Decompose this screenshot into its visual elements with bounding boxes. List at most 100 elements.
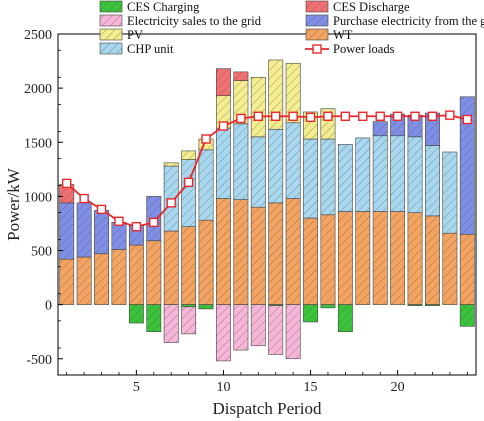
bar-ces-discharge-11 bbox=[233, 71, 249, 81]
y-tick-label: 500 bbox=[31, 245, 52, 260]
bar-hatch bbox=[198, 139, 214, 150]
legend-entry-chp-unit: CHP unit bbox=[99, 42, 174, 56]
legend-label: PV bbox=[127, 28, 143, 42]
power-loads-point-17 bbox=[340, 111, 351, 121]
bar-hatch bbox=[320, 304, 336, 308]
bar-hatch bbox=[164, 304, 179, 343]
power-loads-point-9 bbox=[201, 134, 211, 144]
bar-hatch bbox=[268, 202, 283, 305]
bar-hatch bbox=[164, 231, 179, 305]
bar-hatch bbox=[285, 198, 301, 305]
bar-hatch bbox=[390, 211, 405, 305]
y-tick-label: 0 bbox=[45, 299, 52, 314]
bar-hatch bbox=[373, 211, 388, 305]
bar-chp-unit-10 bbox=[216, 127, 231, 199]
bar-ces-charging-22 bbox=[425, 304, 440, 307]
bar-electricity-sales-to-the-grid-14 bbox=[285, 304, 301, 360]
bar-purchase-electricity-from-the-grid-19 bbox=[372, 121, 388, 137]
bar-chp-unit-12 bbox=[250, 136, 266, 208]
y-tick-label: 2000 bbox=[24, 82, 52, 97]
power-loads-point-21 bbox=[410, 111, 420, 121]
bar-hatch bbox=[268, 129, 283, 203]
bar-chp-unit-17 bbox=[337, 144, 353, 212]
bar-pv-14 bbox=[285, 62, 301, 124]
power-loads-point-4 bbox=[114, 216, 124, 226]
bar-hatch bbox=[233, 71, 249, 81]
bar-hatch bbox=[164, 162, 179, 167]
bar-hatch bbox=[303, 218, 318, 305]
legend-swatch-hatch bbox=[306, 29, 328, 40]
bar-wt-10 bbox=[216, 198, 231, 305]
bar-wt-13 bbox=[268, 202, 284, 305]
legend-label: Power loads bbox=[333, 42, 395, 56]
bar-hatch bbox=[285, 63, 301, 123]
bar-wt-2 bbox=[76, 256, 92, 305]
bar-hatch bbox=[216, 304, 231, 361]
legend-label: CES Discharge bbox=[333, 0, 410, 14]
bar-wt-11 bbox=[233, 199, 249, 305]
power-loads-point-13 bbox=[271, 111, 281, 121]
bar-purchase-electricity-from-the-grid-2 bbox=[76, 202, 92, 258]
bar-hatch bbox=[94, 253, 109, 305]
bar-ces-charging-21 bbox=[407, 304, 423, 307]
bar-wt-23 bbox=[442, 232, 458, 305]
power-loads-point-14 bbox=[288, 111, 298, 121]
bar-ces-charging-17 bbox=[337, 304, 353, 332]
bar-hatch bbox=[285, 122, 301, 199]
bar-hatch bbox=[251, 304, 266, 346]
legend-label: CES Charging bbox=[127, 0, 200, 14]
bar-wt-18 bbox=[355, 211, 371, 305]
bar-wt-22 bbox=[425, 215, 440, 305]
x-tick-label: 15 bbox=[304, 380, 318, 395]
bar-hatch bbox=[59, 259, 74, 305]
bar-hatch bbox=[425, 304, 440, 306]
power-loads-point-19 bbox=[375, 111, 385, 121]
bars-layer bbox=[59, 59, 475, 362]
power-loads-point-20 bbox=[392, 111, 403, 121]
legend-entry-purchase-electricity-from-the-grid: Purchase electricity from the grid bbox=[305, 14, 484, 28]
bar-hatch bbox=[76, 202, 92, 258]
bar-ces-charging-9 bbox=[198, 304, 214, 310]
bar-hatch bbox=[129, 304, 144, 324]
bar-hatch bbox=[251, 77, 266, 137]
bar-hatch bbox=[303, 304, 318, 322]
bar-hatch bbox=[111, 222, 127, 250]
bar-chp-unit-13 bbox=[268, 128, 284, 204]
bar-ces-charging-8 bbox=[181, 304, 197, 308]
power-loads-point-1 bbox=[62, 178, 72, 189]
bar-purchase-electricity-from-the-grid-1 bbox=[59, 202, 75, 260]
bar-wt-12 bbox=[250, 206, 266, 305]
bar-hatch bbox=[146, 240, 161, 305]
plot-frame bbox=[57, 33, 477, 376]
y-tick-label: 1500 bbox=[24, 136, 52, 151]
legend-swatch-hatch bbox=[100, 1, 122, 12]
legend-entry-pv: PV bbox=[99, 28, 143, 42]
bar-hatch bbox=[198, 220, 214, 305]
bar-wt-21 bbox=[407, 212, 423, 305]
bar-chp-unit-15 bbox=[303, 138, 318, 219]
bar-hatch bbox=[338, 304, 353, 332]
bar-chp-unit-16 bbox=[320, 138, 336, 216]
bar-hatch bbox=[129, 245, 144, 305]
bar-hatch bbox=[233, 80, 249, 124]
x-tick-label: 20 bbox=[391, 380, 405, 395]
bar-hatch bbox=[181, 159, 196, 227]
bar-hatch bbox=[407, 304, 423, 306]
bar-hatch bbox=[198, 304, 214, 309]
bar-hatch bbox=[216, 128, 231, 199]
power-loads-point-10 bbox=[218, 121, 229, 131]
legend-marker bbox=[312, 44, 322, 54]
bar-electricity-sales-to-the-grid-11 bbox=[233, 304, 249, 351]
legend: CES Charging CES Discharge Electricity sal… bbox=[99, 0, 484, 56]
bar-hatch bbox=[59, 202, 74, 260]
bar-wt-4 bbox=[111, 249, 127, 305]
bar-hatch bbox=[216, 68, 231, 96]
bar-wt-16 bbox=[320, 214, 336, 305]
bar-electricity-sales-to-the-grid-7 bbox=[163, 304, 179, 343]
bar-hatch bbox=[94, 210, 109, 254]
bar-chp-unit-22 bbox=[425, 145, 440, 217]
bar-purchase-electricity-from-the-grid-4 bbox=[111, 222, 127, 250]
bar-wt-20 bbox=[390, 211, 406, 305]
bar-hatch bbox=[216, 198, 231, 305]
legend-label: CHP unit bbox=[127, 42, 174, 56]
